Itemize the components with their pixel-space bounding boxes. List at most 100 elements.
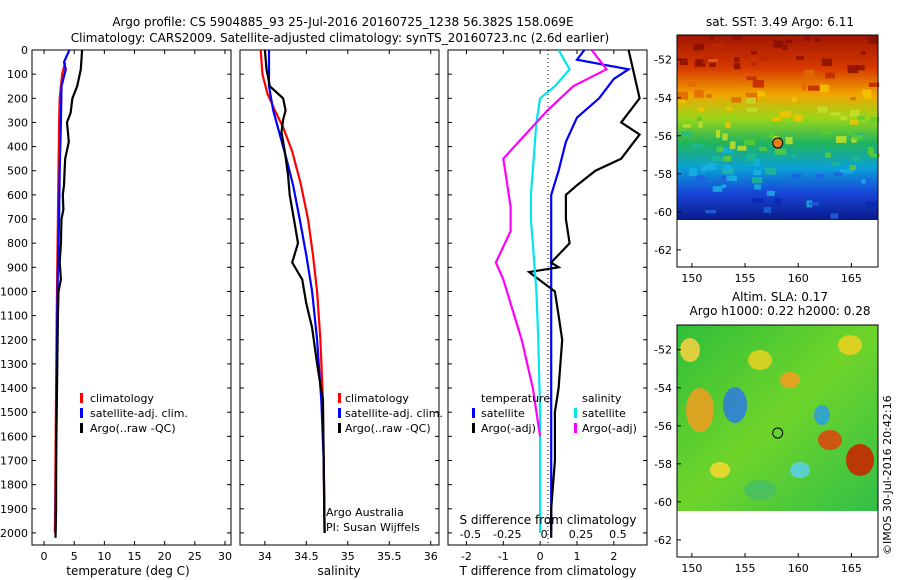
legend-heading-temperature: temperature: [481, 392, 550, 405]
sst-texture-cell: [745, 92, 758, 99]
sst-texture-cell: [791, 154, 797, 157]
series-line-temperature-satellite: [550, 50, 632, 533]
series-line-temperature-argo-adj-: [526, 50, 642, 538]
sst-texture-cell: [737, 145, 747, 151]
legend-swatch-s-satellite: [574, 408, 577, 418]
sst-texture-cell: [815, 174, 825, 178]
sst-texture-cell: [830, 213, 839, 219]
legend-label-argo: Argo(..raw -QC): [90, 422, 176, 435]
sla-map-texture: [680, 335, 874, 500]
x-tick-label: -2: [461, 550, 472, 563]
sst-texture-cell: [694, 89, 704, 98]
sst-texture-cell: [745, 97, 757, 104]
sst-texture-cell: [697, 107, 705, 112]
sla-texture-blob: [686, 388, 714, 432]
sla-texture-blob: [748, 350, 772, 370]
sst-texture-cell: [849, 164, 857, 171]
sst-texture-cell: [692, 143, 704, 149]
sst-texture-cell: [804, 36, 811, 41]
sst-texture-cell: [752, 79, 765, 88]
legend-swatch-climatology: [338, 393, 341, 403]
sst-texture-cell: [766, 190, 775, 196]
sla-texture-blob: [846, 444, 874, 476]
sla-map-title-2: Argo h1000: 0.22 h2000: 0.28: [690, 304, 871, 318]
y-tick-label: 300: [7, 116, 28, 129]
sla-texture-blob: [744, 480, 776, 500]
x-tick-label-salinity: 0.25: [569, 528, 594, 541]
legend-label-t-satellite: satellite: [481, 407, 525, 420]
map-lat-label: -52: [654, 344, 672, 357]
map-lat-label: -52: [654, 54, 672, 67]
sst-texture-cell: [821, 58, 832, 66]
map-lat-label: -54: [654, 382, 672, 395]
y-tick-label: 2000: [0, 527, 28, 540]
sla-texture-blob: [814, 405, 830, 425]
sst-texture-cell: [759, 147, 767, 151]
sst-texture-cell: [696, 175, 704, 183]
sst-texture-cell: [746, 76, 757, 81]
y-tick-label: 0: [21, 44, 28, 57]
y-tick-label: 1700: [0, 454, 28, 467]
sst-texture-cell: [729, 141, 736, 150]
sst-texture-cell: [815, 208, 822, 213]
sla-texture-blob: [818, 430, 842, 450]
sst-texture-cell: [709, 35, 714, 41]
sst-texture-cell: [701, 177, 708, 181]
sst-map-frame: [676, 34, 879, 268]
sla-texture-blob: [680, 338, 700, 362]
sst-texture-cell: [860, 51, 866, 55]
legend-swatch-argo: [338, 423, 341, 433]
salinity-panel-frame: [239, 49, 440, 546]
sst-texture-cell: [716, 146, 724, 152]
x-tick-label: 34.5: [294, 550, 319, 563]
annotation-argo-australia: Argo Australia: [326, 506, 404, 519]
map-lon-label: 160: [788, 562, 809, 575]
sst-texture-cell: [734, 57, 740, 63]
sst-texture-cell: [856, 65, 865, 71]
sla-map: Altim. SLA: 0.17 Argo h1000: 0.22 h2000:…: [654, 290, 879, 575]
y-tick-label: 1200: [0, 334, 28, 347]
sst-texture-cell: [682, 124, 691, 128]
x-tick-label: 20: [158, 550, 172, 563]
y-tick-label: 1400: [0, 382, 28, 395]
sst-texture-cell: [721, 184, 727, 188]
x-tick-label: 5: [71, 550, 78, 563]
legend-swatch-satellite: [338, 408, 341, 418]
sst-texture-cell: [705, 210, 716, 214]
series-line-salinity-argo-adj-: [494, 50, 609, 437]
map-lat-label: -56: [654, 420, 672, 433]
sst-texture-cell: [709, 61, 716, 68]
y-tick-label: 200: [7, 92, 28, 105]
difference-axis-ticks: -2 -1 0 1 2 -0.5 -0.25 0 0.25 0.5: [448, 49, 647, 563]
imos-credit: ©IMOS 30-Jul-2016 20:42:16: [881, 395, 894, 555]
sst-texture-cell: [708, 52, 716, 58]
sst-texture-cell: [870, 117, 879, 123]
sst-texture-cell: [790, 173, 802, 178]
legend-swatch-climatology: [80, 393, 83, 403]
legend-label-satellite: satellite-adj. clim.: [90, 407, 188, 420]
sst-texture-cell: [726, 175, 735, 181]
sla-texture-blob: [780, 372, 800, 388]
sst-texture-cell: [772, 117, 781, 121]
x-tick-label: 35: [341, 550, 355, 563]
x-tick-label-salinity: -0.25: [493, 528, 521, 541]
legend-label-argo: Argo(..raw -QC): [345, 422, 431, 435]
legend-label-satellite: satellite-adj. clim.: [345, 407, 443, 420]
sst-texture-cell: [750, 61, 757, 66]
sst-texture-cell: [821, 129, 831, 135]
y-tick-label: 600: [7, 189, 28, 202]
sst-texture-cell: [757, 91, 766, 97]
sst-texture-cell: [774, 198, 782, 206]
sst-texture-cell: [782, 44, 788, 50]
sst-texture-cell: [746, 107, 758, 112]
sst-texture-cell: [711, 156, 722, 161]
header-line2: Climatology: CARS2009. Satellite-adjuste…: [71, 31, 609, 45]
sst-texture-cell: [746, 153, 757, 161]
temperature-lines: [53, 50, 84, 538]
sst-texture-cell: [744, 139, 755, 146]
header-line1: Argo profile: CS 5904885_93 25-Jul-2016 …: [112, 15, 573, 29]
sst-texture-cell: [697, 116, 702, 122]
sst-texture-cell: [792, 97, 797, 103]
sst-texture-cell: [831, 162, 840, 167]
